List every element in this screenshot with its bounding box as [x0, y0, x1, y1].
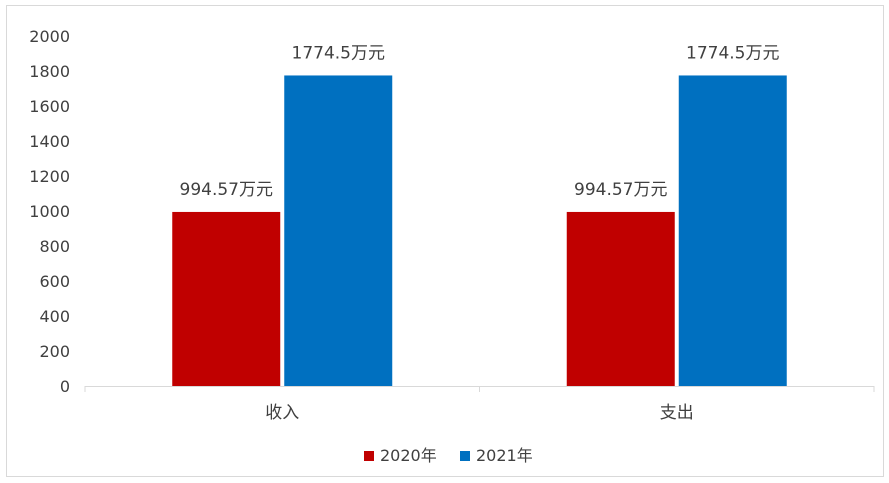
bar-2020-1	[566, 211, 675, 386]
category-labels: 收入 支出	[265, 403, 694, 423]
y-tick-label: 1200	[29, 167, 70, 186]
bar-2021-1	[678, 75, 787, 387]
data-label: 1774.5万元	[686, 43, 779, 63]
y-tick-label: 200	[39, 342, 70, 361]
y-tick-label: 1000	[29, 202, 70, 221]
y-tick-label: 600	[39, 272, 70, 291]
legend-label: 2020年	[380, 446, 437, 465]
legend-swatch	[460, 451, 470, 461]
bar-2020-0	[172, 211, 281, 386]
category-label: 支出	[660, 403, 694, 423]
bar-2021-0	[284, 75, 393, 387]
y-tick-label: 2000	[29, 27, 70, 46]
data-label: 994.57万元	[180, 180, 273, 200]
legend-label: 2021年	[476, 446, 533, 465]
y-tick-label: 800	[39, 237, 70, 256]
data-label: 994.57万元	[574, 180, 667, 200]
bars	[172, 75, 787, 387]
legend-swatch	[364, 451, 374, 461]
y-tick-label: 400	[39, 307, 70, 326]
y-tick-label: 1800	[29, 62, 70, 81]
category-label: 收入	[265, 403, 299, 423]
data-label: 1774.5万元	[292, 43, 385, 63]
y-axis-ticks: 0 200 400 600 800 1000 1200 1400 1600 1800 2000	[29, 27, 70, 396]
y-tick-label: 0	[60, 377, 70, 396]
y-tick-label: 1600	[29, 97, 70, 116]
y-tick-label: 1400	[29, 132, 70, 151]
legend: 2020年 2021年	[364, 446, 533, 465]
data-labels: 994.57万元 1774.5万元 994.57万元 1774.5万元	[180, 43, 780, 199]
x-axis-tick-marks	[84, 386, 875, 392]
